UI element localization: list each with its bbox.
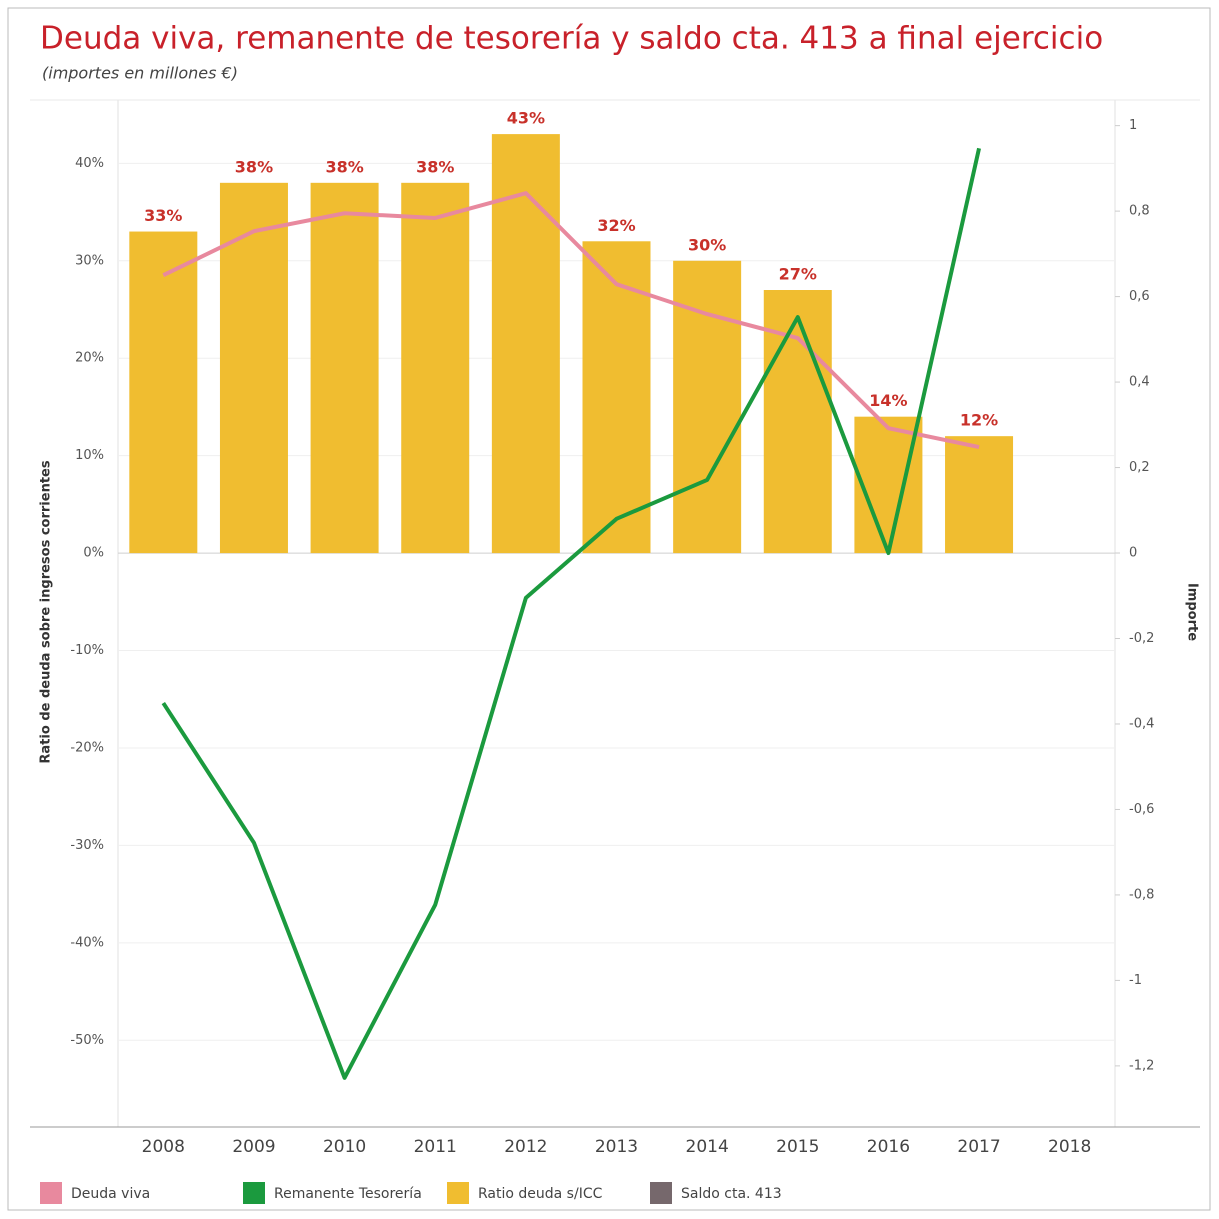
bar xyxy=(854,416,923,554)
y2-tick-label: -0,6 xyxy=(1129,802,1154,817)
legend-label: Ratio deuda s/ICC xyxy=(478,1186,603,1202)
y2-tick-label: -0,2 xyxy=(1129,631,1154,646)
x-tick-label: 2013 xyxy=(595,1137,638,1157)
y2-tick-label: 0,8 xyxy=(1129,204,1150,219)
value-label: 32% xyxy=(597,216,635,235)
y-axis-title: Ratio de deuda sobre ingresos corrientes xyxy=(39,460,54,763)
bar xyxy=(673,260,742,554)
y2-tick-label: 0,2 xyxy=(1129,460,1150,475)
y2-tick-label: -0,4 xyxy=(1129,716,1154,731)
x-tick-label: 2015 xyxy=(776,1137,819,1157)
bar xyxy=(582,241,651,554)
legend-swatch xyxy=(40,1182,62,1204)
line xyxy=(162,191,980,449)
value-label: 14% xyxy=(869,391,907,410)
y-tick-label: -20% xyxy=(70,740,104,755)
bar xyxy=(401,182,470,554)
legend-swatch xyxy=(447,1182,469,1204)
value-label: 27% xyxy=(779,265,817,284)
legend-label: Saldo cta. 413 xyxy=(681,1186,782,1202)
value-label: 33% xyxy=(144,206,182,225)
frame xyxy=(7,7,1211,1211)
x-tick-label: 2012 xyxy=(504,1137,547,1157)
y2-tick-label: 0,4 xyxy=(1129,375,1150,390)
legend-swatch xyxy=(650,1182,672,1204)
chart-subtitle: (importes en millones €) xyxy=(42,64,238,83)
y2-tick-label: -1,2 xyxy=(1129,1058,1154,1073)
y2-axis-title: Importe xyxy=(1185,583,1200,641)
y2-tick-label: -0,8 xyxy=(1129,887,1154,902)
x-tick-label: 2016 xyxy=(867,1137,910,1157)
y-tick-label: 40% xyxy=(75,156,104,171)
y-tick-label: 10% xyxy=(75,448,104,463)
bar xyxy=(129,231,198,554)
bar xyxy=(945,436,1014,554)
y-tick-label: -50% xyxy=(70,1033,104,1048)
x-tick-label: 2014 xyxy=(686,1137,729,1157)
x-tick-label: 2008 xyxy=(142,1137,185,1157)
bar xyxy=(491,134,560,554)
value-label: 38% xyxy=(325,157,363,176)
legend-label: Deuda viva xyxy=(71,1186,150,1202)
value-label: 38% xyxy=(416,157,454,176)
x-tick-label: 2009 xyxy=(232,1137,275,1157)
value-label: 43% xyxy=(507,109,545,128)
x-tick-label: 2011 xyxy=(414,1137,457,1157)
y2-tick-label: 0 xyxy=(1129,546,1137,561)
x-tick-label: 2018 xyxy=(1048,1137,1091,1157)
x-tick-label: 2010 xyxy=(323,1137,366,1157)
value-label: 12% xyxy=(960,411,998,430)
y-tick-label: -30% xyxy=(70,838,104,853)
bar xyxy=(219,182,288,554)
x-tick-label: 2017 xyxy=(957,1137,1000,1157)
y-tick-label: 30% xyxy=(75,253,104,268)
legend-label: Remanente Tesorería xyxy=(274,1186,422,1202)
y-tick-label: -40% xyxy=(70,935,104,950)
legend-swatch xyxy=(243,1182,265,1204)
value-label: 38% xyxy=(235,157,273,176)
y2-tick-label: -1 xyxy=(1129,973,1142,988)
y-tick-label: 0% xyxy=(83,546,104,561)
y-tick-label: -10% xyxy=(70,643,104,658)
bar xyxy=(310,182,379,554)
y-tick-label: 20% xyxy=(75,351,104,366)
y2-tick-label: 1 xyxy=(1129,118,1137,133)
chart-title: Deuda viva, remanente de tesorería y sal… xyxy=(40,21,1103,57)
bar xyxy=(763,290,832,554)
line xyxy=(161,147,981,1080)
value-label: 30% xyxy=(688,235,726,254)
y2-tick-label: 0,6 xyxy=(1129,289,1150,304)
